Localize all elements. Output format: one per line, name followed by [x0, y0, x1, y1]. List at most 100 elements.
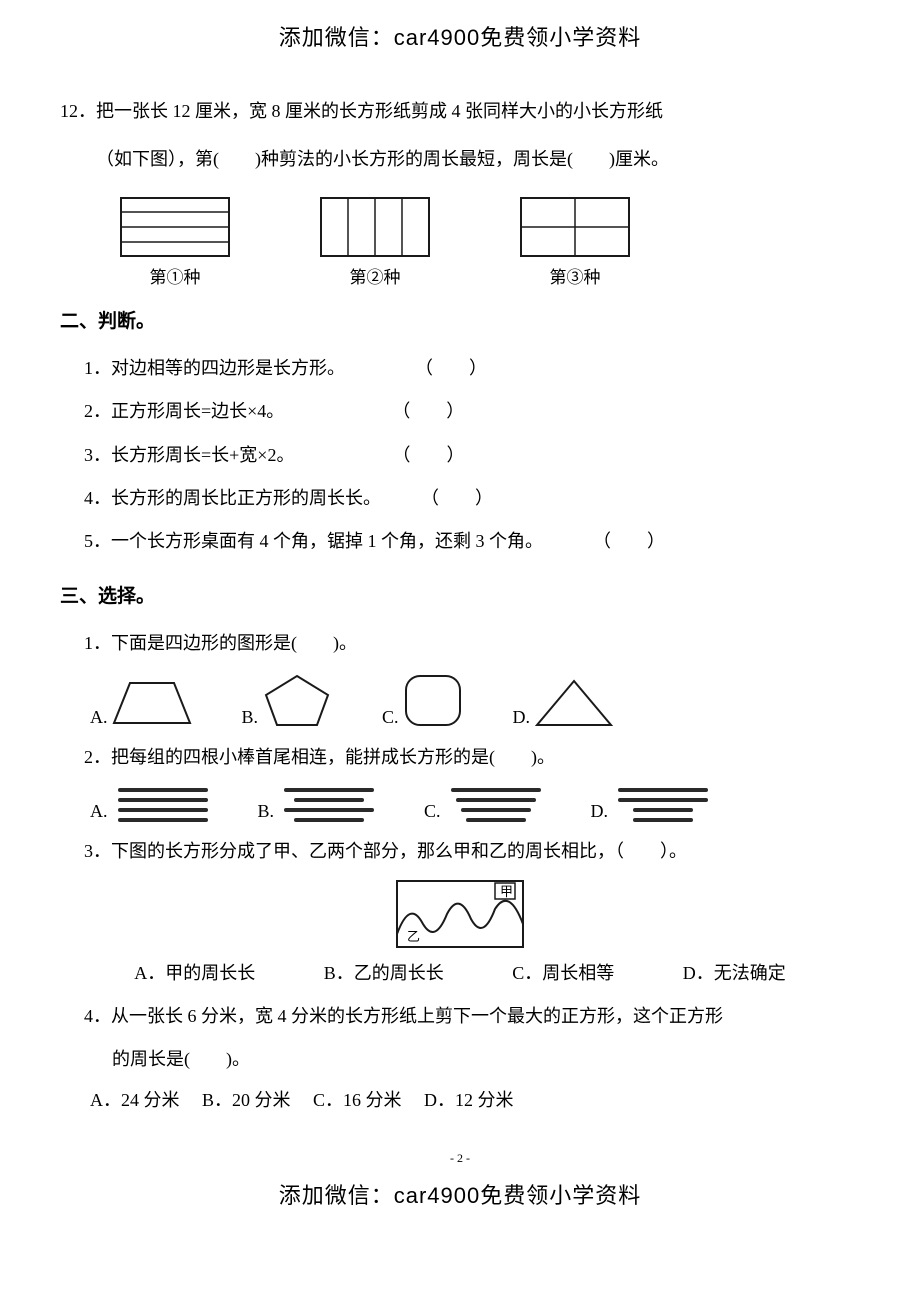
- s3-q2-optC: C.: [424, 788, 541, 822]
- s3-q2-a-letter: A.: [90, 801, 108, 822]
- q3d-t: 无法确定: [714, 963, 786, 983]
- pentagon-icon: [262, 673, 332, 728]
- q4d-t: 12 分米: [455, 1090, 514, 1110]
- q4b-l: B．: [202, 1090, 232, 1110]
- q12-fig2-label: 第②种: [350, 263, 401, 288]
- s3-q3-stem: 3．下图的长方形分成了甲、乙两个部分，那么甲和乙的周长相比，（ ）。: [60, 830, 860, 873]
- s2-item3: 3．长方形周长=长+宽×2。 （ ）: [60, 434, 860, 477]
- s3-q1-optA: A.: [90, 678, 192, 728]
- q3b-t: 乙的周长长: [354, 963, 444, 983]
- q12-line1: 12．把一张长 12 厘米，宽 8 厘米的长方形纸剪成 4 张同样大小的小长方形…: [60, 92, 860, 132]
- s3-q1-d-letter: D.: [513, 707, 531, 728]
- s3-q3-options: A．甲的周长长 B．乙的周长长 C．周长相等 D．无法确定: [60, 959, 860, 985]
- trapezoid-icon: [112, 678, 192, 728]
- s3-q1-a-letter: A.: [90, 707, 108, 728]
- q4b-t: 20 分米: [232, 1090, 291, 1110]
- q12-fig2: 第②种: [320, 197, 430, 288]
- s2-i4-p: （ ）: [421, 477, 493, 520]
- section3-title: 三、选择。: [60, 581, 860, 608]
- s3-q3-optB: B．乙的周长长: [324, 959, 444, 985]
- s2-i1-t: 对边相等的四边形是长方形。: [111, 358, 345, 378]
- s3-q1-optD: D.: [513, 678, 615, 728]
- s3-q2-optB: B.: [258, 788, 375, 822]
- s2-i3-n: 3．: [84, 445, 111, 465]
- q12-fig1-label: 第①种: [150, 263, 201, 288]
- section2-title: 二、判断。: [60, 306, 860, 333]
- s3-q4-optD: D．12 分米: [424, 1090, 514, 1110]
- s2-item4: 4．长方形的周长比正方形的周长长。 （ ）: [60, 477, 860, 520]
- q12-number: 12．: [60, 101, 96, 121]
- s3-q4-line2: 的周长是( )。: [60, 1038, 860, 1081]
- s3-q1-c-letter: C.: [382, 707, 399, 728]
- wave-rect-icon: 甲 乙: [395, 879, 525, 949]
- s3-q3-optD: D．无法确定: [683, 959, 786, 985]
- page-number: - 2 -: [60, 1151, 860, 1166]
- s3-q1-optC: C.: [382, 673, 463, 728]
- triangle-icon: [534, 678, 614, 728]
- s2-i2-t: 正方形周长=边长×4。: [111, 401, 284, 421]
- s3-q1-stem: 1．下面是四边形的图形是( )。: [60, 622, 860, 665]
- q3a-l: A．: [134, 963, 165, 983]
- s2-i5-p: （ ）: [593, 520, 665, 563]
- sticks-b-icon: [284, 788, 374, 822]
- sticks-a-icon: [118, 788, 208, 822]
- q4d-l: D．: [424, 1090, 455, 1110]
- s2-item5: 5．一个长方形桌面有 4 个角，锯掉 1 个角，还剩 3 个角。 （ ）: [60, 520, 860, 563]
- s3-q1-optB: B.: [242, 673, 333, 728]
- s2-i5-n: 5．: [84, 531, 111, 551]
- page-footer: 添加微信：car4900免费领小学资料: [60, 1178, 860, 1210]
- rect-4h-icon: [120, 197, 230, 257]
- q3b-l: B．: [324, 963, 354, 983]
- q12-fig1: 第①种: [120, 197, 230, 288]
- s3-q4-line1: 4．从一张长 6 分米，宽 4 分米的长方形纸上剪下一个最大的正方形，这个正方形: [60, 995, 860, 1038]
- label-yi: 乙: [407, 929, 420, 944]
- q3c-l: C．: [512, 963, 542, 983]
- s3-q2-c-letter: C.: [424, 801, 441, 822]
- q4a-t: 24 分米: [121, 1090, 180, 1110]
- s3-q2-stem: 2．把每组的四根小棒首尾相连，能拼成长方形的是( )。: [60, 736, 860, 779]
- q4c-t: 16 分米: [343, 1090, 402, 1110]
- s2-item2: 2．正方形周长=边长×4。 （ ）: [60, 390, 860, 433]
- s2-i1-p: （ ）: [415, 347, 487, 390]
- rect-4v-icon: [320, 197, 430, 257]
- s3-q4-options: A．24 分米 B．20 分米 C．16 分米 D．12 分米: [60, 1081, 860, 1121]
- s3-q3-optC: C．周长相等: [512, 959, 614, 985]
- sticks-d-icon: [618, 788, 708, 822]
- s2-i2-n: 2．: [84, 401, 111, 421]
- s2-i4-t: 长方形的周长比正方形的周长长。: [111, 488, 381, 508]
- s2-i3-t: 长方形周长=长+宽×2。: [111, 445, 294, 465]
- sticks-c-icon: [451, 788, 541, 822]
- rounded-square-icon: [403, 673, 463, 728]
- q3a-t: 甲的周长长: [165, 963, 255, 983]
- s3-q3-figure: 甲 乙: [60, 879, 860, 949]
- q12-figures: 第①种 第②种 第③种: [60, 197, 860, 288]
- s3-q4-optB: B．20 分米: [202, 1090, 291, 1110]
- s3-q2-optA: A.: [90, 788, 208, 822]
- s2-i4-n: 4．: [84, 488, 111, 508]
- s3-q2-optD: D.: [591, 788, 709, 822]
- q3d-l: D．: [683, 963, 714, 983]
- page-header: 添加微信：car4900免费领小学资料: [60, 20, 860, 52]
- q12-fig3-label: 第③种: [550, 263, 601, 288]
- s3-q4-optC: C．16 分米: [313, 1090, 402, 1110]
- s2-i3-p: （ ）: [392, 434, 464, 477]
- s3-q3-optA: A．甲的周长长: [134, 959, 255, 985]
- q12-fig3: 第③种: [520, 197, 630, 288]
- q3c-t: 周长相等: [542, 963, 614, 983]
- q12-text1: 把一张长 12 厘米，宽 8 厘米的长方形纸剪成 4 张同样大小的小长方形纸: [96, 101, 663, 121]
- rect-2x2-icon: [520, 197, 630, 257]
- s2-i1-n: 1．: [84, 358, 111, 378]
- s2-i2-p: （ ）: [392, 390, 464, 433]
- label-jia: 甲: [500, 884, 513, 899]
- q4a-l: A．: [90, 1090, 121, 1110]
- s3-q1-b-letter: B.: [242, 707, 259, 728]
- s2-item1: 1．对边相等的四边形是长方形。 （ ）: [60, 347, 860, 390]
- s3-q2-b-letter: B.: [258, 801, 275, 822]
- s3-q2-options: A. B. C. D.: [60, 788, 860, 822]
- s2-i5-t: 一个长方形桌面有 4 个角，锯掉 1 个角，还剩 3 个角。: [111, 531, 543, 551]
- q4c-l: C．: [313, 1090, 343, 1110]
- s3-q4-optA: A．24 分米: [90, 1090, 180, 1110]
- s3-q2-d-letter: D.: [591, 801, 609, 822]
- q12-line2: （如下图），第( )种剪法的小长方形的周长最短，周长是( )厘米。: [60, 140, 860, 180]
- s3-q1-options: A. B. C. D.: [60, 673, 860, 728]
